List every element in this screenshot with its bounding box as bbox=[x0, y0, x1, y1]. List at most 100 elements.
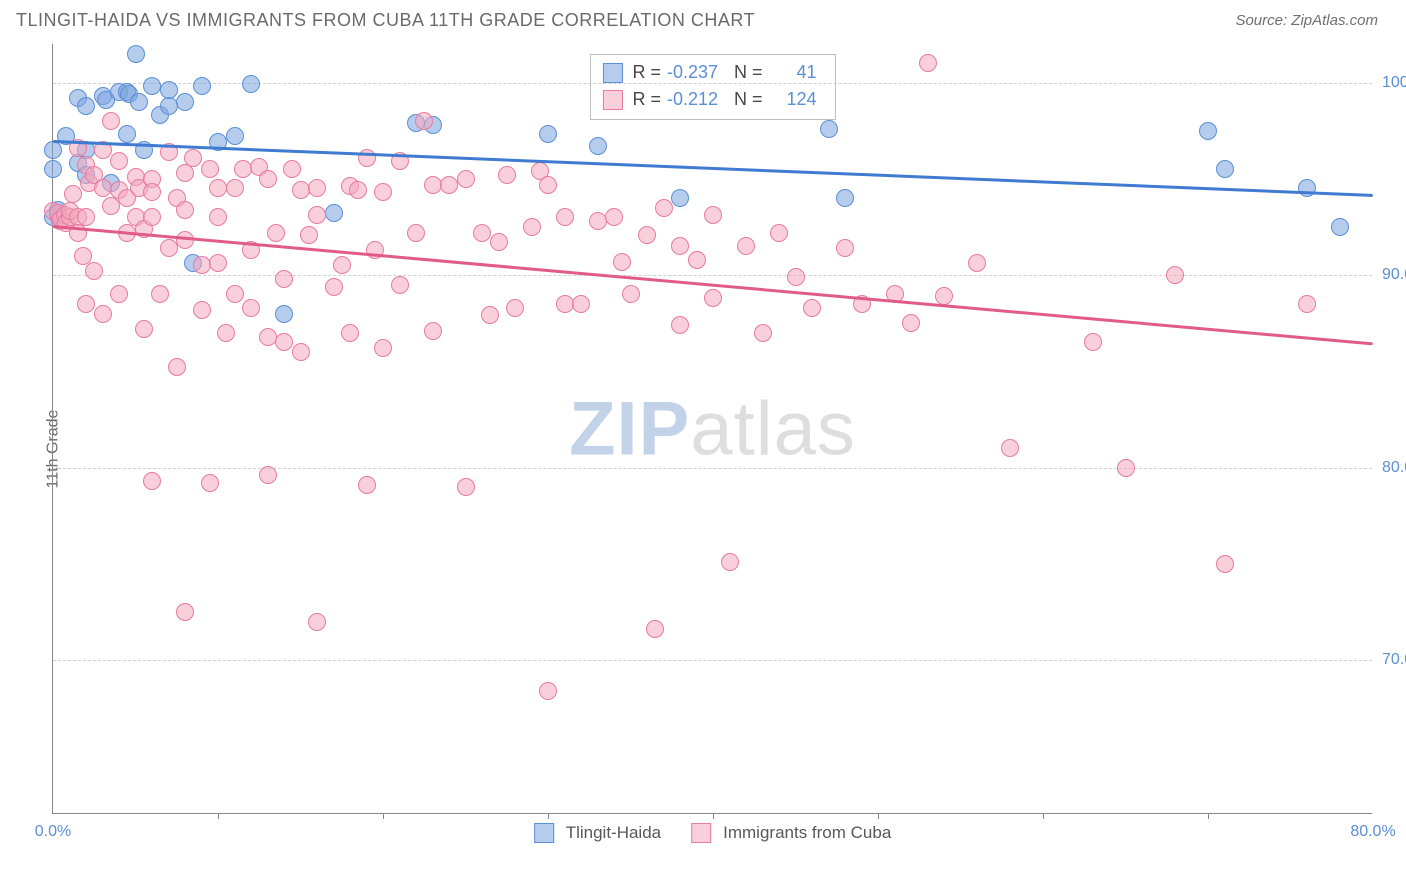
data-point-b bbox=[242, 299, 260, 317]
x-tick-label: 80.0% bbox=[1350, 823, 1395, 841]
data-point-b bbox=[77, 208, 95, 226]
data-point-b bbox=[176, 603, 194, 621]
data-point-b bbox=[308, 206, 326, 224]
data-point-b bbox=[374, 183, 392, 201]
plot-area: ZIPatlas R = -0.237 N = 41 R = -0.212 N … bbox=[52, 44, 1372, 814]
data-point-b bbox=[589, 212, 607, 230]
data-point-a bbox=[1331, 218, 1349, 236]
gridline-h bbox=[53, 468, 1372, 469]
data-point-b bbox=[283, 160, 301, 178]
y-tick-label: 80.0% bbox=[1382, 459, 1406, 477]
data-point-b bbox=[968, 254, 986, 272]
data-point-b bbox=[325, 278, 343, 296]
data-point-b bbox=[1001, 439, 1019, 457]
x-tick-mark bbox=[383, 813, 384, 819]
data-point-a bbox=[242, 75, 260, 93]
data-point-b bbox=[1084, 333, 1102, 351]
data-point-b bbox=[209, 208, 227, 226]
data-point-b bbox=[836, 239, 854, 257]
data-point-b bbox=[308, 179, 326, 197]
data-point-b bbox=[135, 320, 153, 338]
data-point-b bbox=[424, 176, 442, 194]
data-point-b bbox=[234, 160, 252, 178]
watermark: ZIPatlas bbox=[569, 385, 856, 472]
data-point-b bbox=[481, 306, 499, 324]
data-point-a bbox=[226, 127, 244, 145]
data-point-b bbox=[556, 295, 574, 313]
data-point-a bbox=[130, 93, 148, 111]
chart-title: TLINGIT-HAIDA VS IMMIGRANTS FROM CUBA 11… bbox=[16, 10, 755, 31]
data-point-b bbox=[292, 181, 310, 199]
data-point-b bbox=[85, 262, 103, 280]
data-point-b bbox=[721, 553, 739, 571]
data-point-b bbox=[102, 197, 120, 215]
data-point-b bbox=[74, 247, 92, 265]
legend-item-a: Tlingit-Haida bbox=[534, 823, 661, 843]
data-point-b bbox=[94, 179, 112, 197]
data-point-b bbox=[1166, 266, 1184, 284]
data-point-b bbox=[473, 224, 491, 242]
data-point-b bbox=[176, 201, 194, 219]
data-point-b bbox=[275, 333, 293, 351]
data-point-b bbox=[143, 183, 161, 201]
data-point-b bbox=[102, 112, 120, 130]
data-point-b bbox=[457, 478, 475, 496]
legend-label-b: Immigrants from Cuba bbox=[723, 823, 891, 843]
series-legend: Tlingit-Haida Immigrants from Cuba bbox=[534, 823, 892, 843]
swatch-a-icon bbox=[534, 823, 554, 843]
data-point-a bbox=[589, 137, 607, 155]
data-point-b bbox=[209, 254, 227, 272]
data-point-b bbox=[160, 239, 178, 257]
y-tick-label: 100.0% bbox=[1382, 74, 1406, 92]
data-point-b bbox=[300, 226, 318, 244]
data-point-b bbox=[523, 218, 541, 236]
data-point-a bbox=[820, 120, 838, 138]
data-point-b bbox=[613, 253, 631, 271]
data-point-a bbox=[143, 77, 161, 95]
data-point-b bbox=[1216, 555, 1234, 573]
data-point-a bbox=[836, 189, 854, 207]
x-tick-mark bbox=[1208, 813, 1209, 819]
data-point-a bbox=[44, 141, 62, 159]
data-point-b bbox=[358, 149, 376, 167]
x-tick-mark bbox=[218, 813, 219, 819]
data-point-b bbox=[539, 176, 557, 194]
data-point-b bbox=[803, 299, 821, 317]
data-point-b bbox=[292, 343, 310, 361]
data-point-b bbox=[638, 226, 656, 244]
data-point-b bbox=[754, 324, 772, 342]
data-point-a bbox=[671, 189, 689, 207]
x-tick-mark bbox=[548, 813, 549, 819]
data-point-a bbox=[275, 305, 293, 323]
data-point-a bbox=[1298, 179, 1316, 197]
x-tick-mark bbox=[1043, 813, 1044, 819]
data-point-b bbox=[374, 339, 392, 357]
data-point-a bbox=[1216, 160, 1234, 178]
data-point-b bbox=[110, 285, 128, 303]
data-point-b bbox=[259, 466, 277, 484]
data-point-b bbox=[308, 613, 326, 631]
data-point-b bbox=[143, 472, 161, 490]
correlation-legend: R = -0.237 N = 41 R = -0.212 N = 124 bbox=[589, 54, 835, 120]
data-point-b bbox=[415, 112, 433, 130]
x-tick-mark bbox=[878, 813, 879, 819]
y-tick-label: 90.0% bbox=[1382, 266, 1406, 284]
data-point-b bbox=[704, 206, 722, 224]
data-point-b bbox=[407, 224, 425, 242]
y-tick-label: 70.0% bbox=[1382, 651, 1406, 669]
data-point-b bbox=[267, 224, 285, 242]
data-point-b bbox=[498, 166, 516, 184]
data-point-a bbox=[539, 125, 557, 143]
data-point-b bbox=[671, 237, 689, 255]
data-point-b bbox=[94, 305, 112, 323]
data-point-b bbox=[110, 152, 128, 170]
data-point-b bbox=[424, 322, 442, 340]
data-point-b bbox=[646, 620, 664, 638]
legend-row-b: R = -0.212 N = 124 bbox=[602, 86, 816, 113]
data-point-b bbox=[193, 256, 211, 274]
data-point-b bbox=[217, 324, 235, 342]
data-point-b bbox=[64, 185, 82, 203]
swatch-b-icon bbox=[691, 823, 711, 843]
data-point-b bbox=[737, 237, 755, 255]
data-point-b bbox=[490, 233, 508, 251]
